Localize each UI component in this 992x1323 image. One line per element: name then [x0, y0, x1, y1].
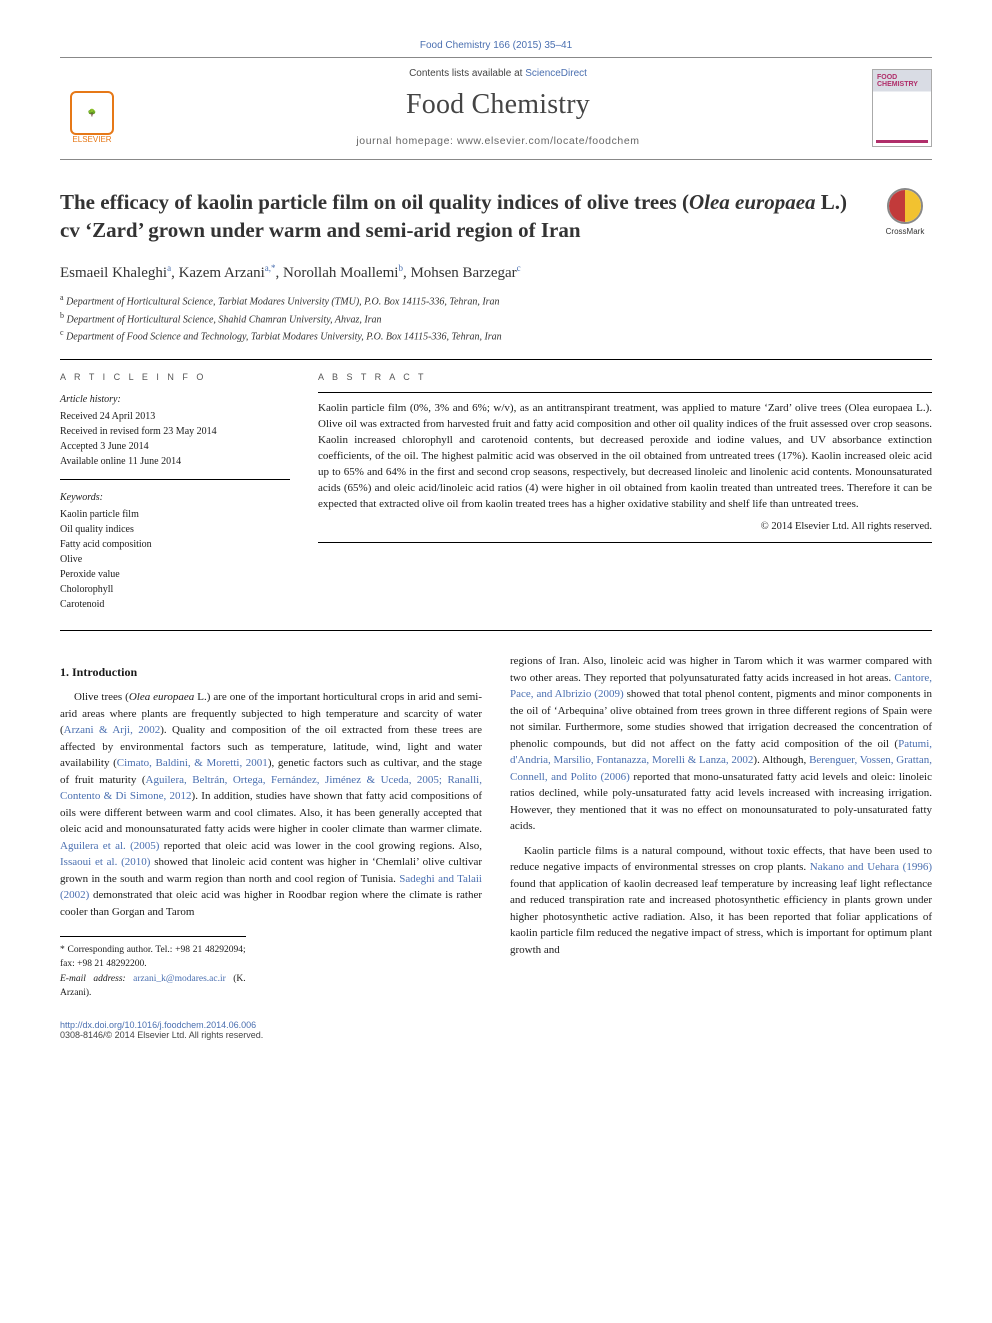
abstract-rule-top — [318, 392, 932, 393]
contents-availability: Contents lists available at ScienceDirec… — [134, 68, 862, 79]
affiliation-line: c Department of Food Science and Technol… — [60, 327, 932, 345]
keyword-line: Olive — [60, 552, 290, 567]
article-info-column: A R T I C L E I N F O Article history: R… — [60, 372, 290, 612]
p1-c4: reported that oleic acid was lower in th… — [159, 840, 482, 852]
ref-nakano-uehara-1996[interactable]: Nakano and Uehara (1996) — [810, 861, 932, 873]
cover-label: FOOD CHEMISTRY — [877, 74, 927, 88]
journal-homepage: journal homepage: www.elsevier.com/locat… — [134, 135, 862, 147]
affiliation-line: a Department of Horticultural Science, T… — [60, 292, 932, 310]
publisher-name: ELSEVIER — [72, 135, 111, 144]
author-list: Esmaeil Khaleghia, Kazem Arzania,*, Noro… — [60, 263, 932, 282]
abstract-copyright: © 2014 Elsevier Ltd. All rights reserved… — [318, 521, 932, 532]
ref-aguilera-2005[interactable]: Aguilera et al. (2005) — [60, 840, 159, 852]
article-info-label: A R T I C L E I N F O — [60, 372, 290, 382]
issn-copyright-line: 0308-8146/© 2014 Elsevier Ltd. All right… — [60, 1030, 932, 1040]
doi-line: http://dx.doi.org/10.1016/j.foodchem.201… — [60, 1020, 932, 1030]
title-pre: The efficacy of kaolin particle film on … — [60, 190, 689, 214]
p3-c1: found that application of kaolin decreas… — [510, 878, 932, 956]
p1-latin: Olea europaea — [129, 691, 195, 703]
history-line: Received 24 April 2013 — [60, 409, 290, 424]
crossmark-label: CrossMark — [886, 227, 925, 236]
email-label: E-mail address: — [60, 974, 133, 984]
divider-top — [60, 359, 932, 360]
title-latin: Olea europaea — [689, 190, 816, 214]
affiliation-list: a Department of Horticultural Science, T… — [60, 292, 932, 345]
crossmark-icon — [887, 188, 923, 224]
abstract-label: A B S T R A C T — [318, 372, 932, 382]
crossmark-widget[interactable]: CrossMark — [878, 188, 932, 236]
citation-line: Food Chemistry 166 (2015) 35–41 — [60, 40, 932, 51]
p2-pre: regions of Iran. Also, linoleic acid was… — [510, 655, 932, 684]
abstract-column: A B S T R A C T Kaolin particle film (0%… — [318, 372, 932, 612]
divider-mid — [60, 630, 932, 631]
article-body: 1. Introduction Olive trees (Olea europa… — [60, 653, 932, 1000]
journal-header: 🌳 ELSEVIER Contents lists available at S… — [60, 57, 932, 160]
keyword-line: Oil quality indices — [60, 522, 290, 537]
p1-pre: Olive trees ( — [74, 691, 129, 703]
history-line: Accepted 3 June 2014 — [60, 439, 290, 454]
abstract-rule-bottom — [318, 542, 932, 543]
publisher-logo[interactable]: 🌳 ELSEVIER — [60, 72, 124, 144]
keyword-line: Fatty acid composition — [60, 537, 290, 552]
p1-c6: demonstrated that oleic acid was higher … — [60, 889, 482, 918]
keyword-line: Kaolin particle film — [60, 507, 290, 522]
elsevier-tree-icon: 🌳 — [70, 91, 114, 135]
keyword-line: Cholorophyll — [60, 582, 290, 597]
p2-c2: ). Although, — [753, 754, 809, 766]
keyword-line: Peroxide value — [60, 567, 290, 582]
contents-prefix: Contents lists available at — [409, 68, 525, 79]
article-title: The efficacy of kaolin particle film on … — [60, 188, 860, 245]
keywords-heading: Keywords: — [60, 490, 290, 505]
ref-arzani-arji-2002[interactable]: Arzani & Arji, 2002 — [64, 724, 161, 736]
corresponding-author-footnote: * Corresponding author. Tel.: +98 21 482… — [60, 936, 246, 1000]
journal-cover-thumbnail[interactable]: FOOD CHEMISTRY — [872, 69, 932, 147]
intro-paragraph-2: regions of Iran. Also, linoleic acid was… — [510, 653, 932, 835]
history-heading: Article history: — [60, 392, 290, 407]
doi-link[interactable]: http://dx.doi.org/10.1016/j.foodchem.201… — [60, 1020, 256, 1030]
ref-cimato-2001[interactable]: Cimato, Baldini, & Moretti, 2001 — [117, 757, 268, 769]
corresponding-email-link[interactable]: arzani_k@modares.ac.ir — [133, 974, 226, 984]
sciencedirect-link[interactable]: ScienceDirect — [525, 68, 587, 79]
keyword-line: Carotenoid — [60, 597, 290, 612]
cover-accent-bar — [876, 140, 928, 143]
history-line: Received in revised form 23 May 2014 — [60, 424, 290, 439]
ref-issaoui-2010[interactable]: Issaoui et al. (2010) — [60, 856, 150, 868]
affiliation-line: b Department of Horticultural Science, S… — [60, 310, 932, 328]
homepage-prefix: journal homepage: — [356, 135, 457, 147]
introduction-heading: 1. Introduction — [60, 663, 482, 681]
journal-title: Food Chemistry — [134, 89, 862, 121]
corresponding-author-line: * Corresponding author. Tel.: +98 21 482… — [60, 943, 246, 972]
history-line: Available online 11 June 2014 — [60, 454, 290, 469]
intro-paragraph-1: Olive trees (Olea europaea L.) are one o… — [60, 689, 482, 920]
intro-paragraph-3: Kaolin particle films is a natural compo… — [510, 843, 932, 959]
abstract-text: Kaolin particle film (0%, 3% and 6%; w/v… — [318, 401, 932, 513]
homepage-url[interactable]: www.elsevier.com/locate/foodchem — [457, 135, 640, 147]
